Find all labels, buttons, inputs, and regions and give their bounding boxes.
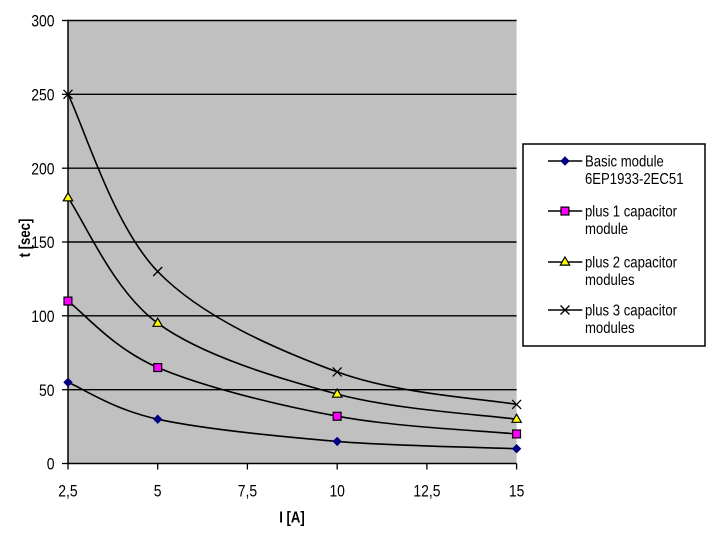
svg-text:10: 10 [329, 481, 345, 500]
svg-text:2,5: 2,5 [58, 481, 77, 500]
svg-text:module: module [585, 221, 628, 238]
svg-text:250: 250 [31, 85, 54, 104]
svg-text:plus 1 capacitor: plus 1 capacitor [585, 204, 678, 221]
svg-text:I [A]: I [A] [279, 510, 305, 527]
svg-text:50: 50 [39, 381, 55, 400]
svg-text:150: 150 [31, 233, 54, 252]
svg-text:0: 0 [47, 455, 55, 474]
svg-text:modules: modules [585, 272, 635, 289]
svg-text:t [sec]: t [sec] [17, 219, 34, 258]
svg-text:7,5: 7,5 [238, 481, 257, 500]
svg-text:15: 15 [509, 481, 525, 500]
svg-text:300: 300 [31, 12, 54, 31]
svg-text:100: 100 [31, 307, 54, 326]
svg-text:6EP1933-2EC51: 6EP1933-2EC51 [585, 171, 684, 188]
svg-text:modules: modules [585, 320, 635, 337]
svg-text:Basic module: Basic module [585, 154, 664, 171]
svg-text:12,5: 12,5 [413, 481, 440, 500]
svg-text:5: 5 [154, 481, 162, 500]
svg-text:plus 3 capacitor: plus 3 capacitor [585, 303, 678, 320]
svg-text:200: 200 [31, 159, 54, 178]
svg-text:plus 2 capacitor: plus 2 capacitor [585, 255, 678, 272]
